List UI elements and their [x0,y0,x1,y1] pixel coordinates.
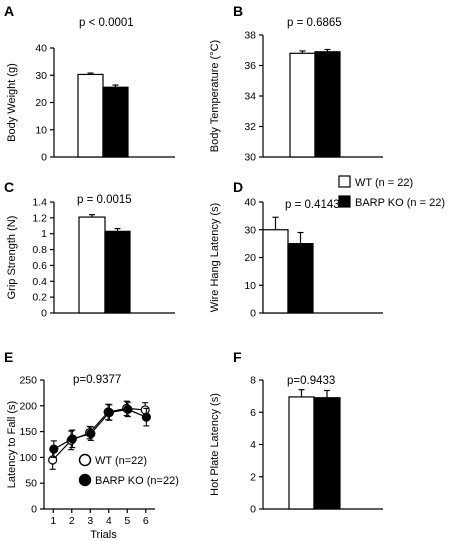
legend-wt-label: WT (n = 22) [355,177,413,189]
p-value: p = 0.6865 [287,17,342,29]
y-tick-label: 2 [250,471,256,483]
bar-barp-ko [104,230,131,314]
x-tick-label: 4 [106,515,112,527]
panel-c: C 0 0.2 0.4 0.6 0.8 1 1.2 1.4 Grip Strength (N) p … [4,179,175,320]
y-tick-label: 0.8 [32,244,47,256]
legend-wt-marker [78,453,92,467]
y-tick-label: 30 [35,70,47,82]
y-tick-label: 250 [19,375,37,387]
y-axis-title: Wire Hang Latency (s) [209,203,221,312]
y-axis-title: Latency to Fall (s) [6,401,18,488]
y-tick-label: 150 [19,426,37,438]
bar-barp-ko [287,243,314,314]
x-tick-label: 1 [50,515,56,527]
panel-letter-b: B [233,3,243,19]
bar-barp-ko [314,51,341,158]
y-tick-label: 40 [244,197,256,209]
legend-wt-text: WT (n=22) [95,455,147,467]
y-tick-label: 30 [244,152,256,164]
x-tick-label: 6 [143,515,149,527]
y-tick-label: 0.6 [32,260,47,272]
panel-f: F 0 2 4 6 8 Hot Plate Latency (s) p=0.9433 [209,349,383,516]
legend-panel-e: WT (n=22) BARP KO (n=22) [78,453,179,487]
y-tick-label: 20 [244,252,256,264]
bar-barp-ko [313,397,341,510]
y-tick-label: 10 [35,124,47,136]
panel-d: D 0 10 20 30 40 Wire Hang Latency (s) p = 0.414… [209,179,383,320]
y-tick-label: 8 [250,375,256,387]
p-value: p < 0.0001 [79,17,134,29]
legend: WT (n = 22) BARP KO (n = 22) [338,175,445,209]
point-barp-ko [141,412,151,422]
y-tick-label: 40 [35,43,47,55]
y-axis-title: Hot Plate Latency (s) [209,393,221,496]
y-axis-title: Grip Strength (N) [6,216,18,300]
panel-letter-d: D [233,179,243,195]
y-tick-label: 32 [244,121,256,133]
legend-wt-swatch [338,175,351,188]
legend-ko-marker [78,473,92,487]
y-tick-label: 38 [244,30,256,42]
y-tick-label: 36 [244,60,256,72]
panel-letter-c: C [4,179,14,195]
y-tick-label: 0 [41,308,47,320]
series-line-wt [52,407,146,461]
p-value: p=0.9433 [287,375,335,387]
panel-letter-f: F [233,349,242,365]
point-barp-ko [49,444,59,454]
y-tick-label: 100 [19,452,37,464]
x-tick-label: 2 [69,515,75,527]
y-tick-label: 10 [244,280,256,292]
y-tick-label: 0 [31,504,37,516]
bar-wt [78,216,106,314]
panel-e: E 0 50 100 150 200 250 Latency to Fall (s) p=0.9… [4,349,179,541]
x-axis-title: Trials [90,529,117,541]
y-tick-label: 0 [250,504,256,516]
y-tick-label: 0.2 [32,292,47,304]
legend-ko-label: BARP KO (n = 22) [355,197,445,209]
point-barp-ko [86,429,96,439]
p-value: p = 0.4143 [285,199,340,211]
bar-barp-ko [102,86,129,158]
y-tick-label: 50 [25,478,37,490]
y-tick-label: 34 [244,91,256,103]
panel-letter-e: E [4,349,13,365]
y-axis-title: Body Weight (g) [6,63,18,142]
p-value: p = 0.0015 [77,194,132,206]
y-tick-label: 1 [41,228,47,240]
y-tick-label: 200 [19,400,37,412]
y-tick-label: 0 [41,152,47,164]
y-tick-label: 1.2 [32,212,47,224]
y-tick-label: 0 [250,308,256,320]
panel-letter-a: A [4,3,14,19]
point-barp-ko [123,404,133,415]
p-value: p=0.9377 [73,374,121,386]
x-tick-label: 3 [87,515,93,527]
point-wt [48,455,58,465]
y-tick-label: 4 [250,439,256,451]
y-axis-title: Body Temperature (°C) [209,40,221,152]
panel-b: B 30 32 34 36 38 Body Temperature (°C) p = 0.68… [209,3,383,164]
bar-wt [77,73,104,158]
legend-ko-swatch [338,195,351,208]
x-tick-label: 5 [124,515,130,527]
bar-wt [262,229,289,314]
y-tick-label: 1.4 [32,197,47,209]
bar-wt [289,52,316,158]
bar-wt [288,396,315,510]
y-tick-label: 6 [250,407,256,419]
y-tick-label: 30 [244,224,256,236]
legend-ko-text: BARP KO (n=22) [95,475,179,487]
point-barp-ko [104,407,114,418]
point-barp-ko [67,434,77,444]
y-tick-label: 20 [35,97,47,109]
y-tick-label: 0.4 [32,276,47,288]
panel-a: A 0 10 20 30 40 Body Weight (g) p < 0.0001 [4,3,175,164]
